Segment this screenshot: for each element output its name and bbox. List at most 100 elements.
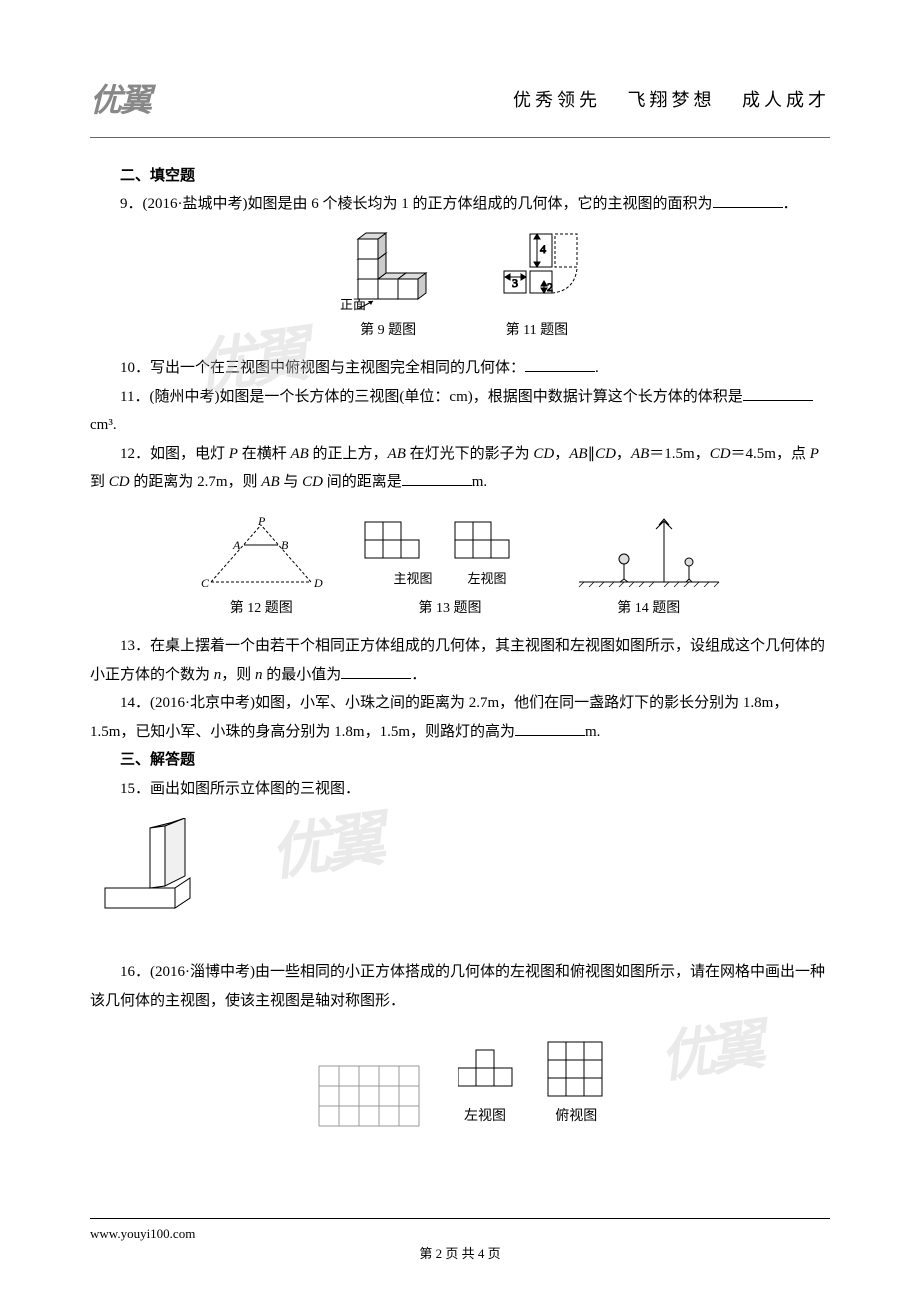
question-13: 13．在桌上摆着一个由若干个相同正方体组成的几何体，其主视图和左视图如图所示，设…	[90, 632, 830, 689]
var: CD	[109, 474, 130, 490]
t: 到	[90, 474, 109, 490]
t: ，则	[221, 667, 255, 683]
solid-figure	[90, 818, 200, 918]
q10-text: 10．写出一个在三视图中俯视图与主视图完全相同的几何体：	[120, 360, 525, 376]
svg-text:P: P	[257, 517, 266, 528]
figure-15	[90, 818, 790, 918]
figure-13: 主视图 左视图 第 13 题图	[360, 507, 540, 622]
grid	[314, 1061, 424, 1131]
q10-end: .	[595, 360, 599, 376]
q11-end: cm³.	[90, 417, 117, 433]
left-view-label: 左视图	[468, 567, 507, 592]
section-2-title: 二、填空题	[90, 162, 830, 191]
top-label: 俯视图	[546, 1104, 606, 1131]
figure-12: P A B C D 第 12 题图	[196, 517, 326, 623]
svg-text:4: 4	[540, 242, 546, 256]
q11-text: 11．(随州中考)如图是一个长方体的三视图(单位：cm)，根据图中数据计算这个长…	[120, 389, 743, 405]
three-view-figure: 4 3 2	[482, 229, 592, 314]
var: AB	[388, 446, 406, 462]
t: 在灯光下的影子为	[406, 446, 534, 462]
question-9: 9．(2016·盐城中考)如图是由 6 个棱长均为 1 的正方体组成的几何体，它…	[90, 190, 830, 219]
question-14: 14．(2016·北京中考)如图，小军、小珠之间的距离为 2.7m，他们在同一盏…	[90, 689, 830, 746]
figure-11: 4 3 2 第 11 题图	[482, 229, 592, 345]
blank	[713, 193, 783, 208]
fig11-caption: 第 11 题图	[482, 318, 592, 345]
var: CD	[302, 474, 323, 490]
t: 14．(2016·北京中考)如图，小军、小珠之间的距离为 2.7m，他们在同一盏…	[90, 695, 788, 740]
var: n	[255, 667, 263, 683]
blank	[515, 721, 585, 736]
cubes-figure: 正面	[328, 229, 448, 314]
blank	[525, 357, 595, 372]
blank	[743, 386, 813, 401]
var: AB	[261, 474, 279, 490]
question-10: 10．写出一个在三视图中俯视图与主视图完全相同的几何体：.	[90, 354, 830, 383]
t: ，	[616, 446, 631, 462]
t: ∥	[588, 446, 596, 462]
q9-text: 9．(2016·盐城中考)如图是由 6 个棱长均为 1 的正方体组成的几何体，它…	[120, 196, 713, 212]
var: CD	[710, 446, 731, 462]
left-view	[458, 1045, 513, 1100]
logo: 优翼	[90, 70, 150, 131]
page-header: 优翼 优秀领先 飞翔梦想 成人成才	[90, 70, 830, 138]
t: ，	[554, 446, 569, 462]
fig14-caption: 第 14 题图	[574, 596, 724, 623]
var: CD	[533, 446, 554, 462]
var: P	[810, 446, 819, 462]
slogan-part: 飞翔梦想	[628, 90, 716, 110]
t: ＝1.5m，	[649, 446, 709, 462]
left-view-16: 左视图	[458, 1045, 513, 1131]
left-label: 左视图	[458, 1104, 513, 1131]
q9-text-end: ．	[783, 196, 798, 212]
figure-9: 正面 第 9 题图	[328, 229, 448, 345]
main-view-label: 主视图	[393, 567, 432, 592]
figure-row-9-11: 正面 第 9 题图 4 3	[90, 229, 830, 345]
svg-text:A: A	[232, 538, 241, 552]
front-label: 正面	[340, 297, 366, 312]
fig9-caption: 第 9 题图	[328, 318, 448, 345]
t: 在横杆	[238, 446, 291, 462]
t: ＝4.5m，点	[731, 446, 810, 462]
var: AB	[631, 446, 649, 462]
t: 与	[280, 474, 303, 490]
slogan-part: 优秀领先	[513, 90, 601, 110]
grid-16	[314, 1061, 424, 1131]
figure-14: 第 14 题图	[574, 517, 724, 623]
var: AB	[290, 446, 308, 462]
var: CD	[595, 446, 616, 462]
blank	[341, 664, 411, 679]
var: AB	[569, 446, 587, 462]
question-16: 16．(2016·淄博中考)由一些相同的小正方体搭成的几何体的左视图和俯视图如图…	[90, 958, 830, 1015]
streetlight-figure	[574, 517, 724, 592]
question-11: 11．(随州中考)如图是一个长方体的三视图(单位：cm)，根据图中数据计算这个长…	[90, 383, 830, 440]
svg-text:D: D	[313, 576, 323, 590]
top-view	[546, 1040, 606, 1100]
page-number: 第 2 页 共 4 页	[0, 1242, 920, 1267]
svg-text:B: B	[281, 538, 289, 552]
fig13-caption: 第 13 题图	[360, 596, 540, 623]
t: 13．在桌上摆着一个由若干个相同正方体组成的几何体，其主视图和左视图如图所示，设…	[90, 638, 825, 683]
svg-text:C: C	[201, 576, 210, 590]
fig12-caption: 第 12 题图	[196, 596, 326, 623]
t: 12．如图，电灯	[120, 446, 229, 462]
slogan-part: 成人成才	[742, 90, 830, 110]
t: m.	[585, 724, 600, 740]
question-15: 15．画出如图所示立体图的三视图．	[90, 775, 830, 804]
top-view-16: 俯视图	[546, 1040, 606, 1131]
svg-text:3: 3	[512, 276, 518, 290]
t: ．	[411, 667, 426, 683]
figure-row-12-14: P A B C D 第 12 题图 主视图 左视图 第 13 题图	[90, 507, 830, 622]
t: m.	[472, 474, 487, 490]
views-13	[360, 507, 540, 567]
triangle-figure: P A B C D	[196, 517, 326, 592]
blank	[402, 471, 472, 486]
svg-text:2: 2	[547, 280, 553, 294]
question-12: 12．如图，电灯 P 在横杆 AB 的正上方，AB 在灯光下的影子为 CD，AB…	[90, 440, 830, 497]
t: 间的距离是	[323, 474, 402, 490]
section-3-title: 三、解答题	[90, 746, 830, 775]
var: P	[229, 446, 238, 462]
slogan: 优秀领先 飞翔梦想 成人成才	[513, 83, 830, 117]
t: 的最小值为	[263, 667, 342, 683]
t: 的距离为 2.7m，则	[130, 474, 262, 490]
figure-row-16: 左视图 俯视图	[90, 1040, 830, 1131]
